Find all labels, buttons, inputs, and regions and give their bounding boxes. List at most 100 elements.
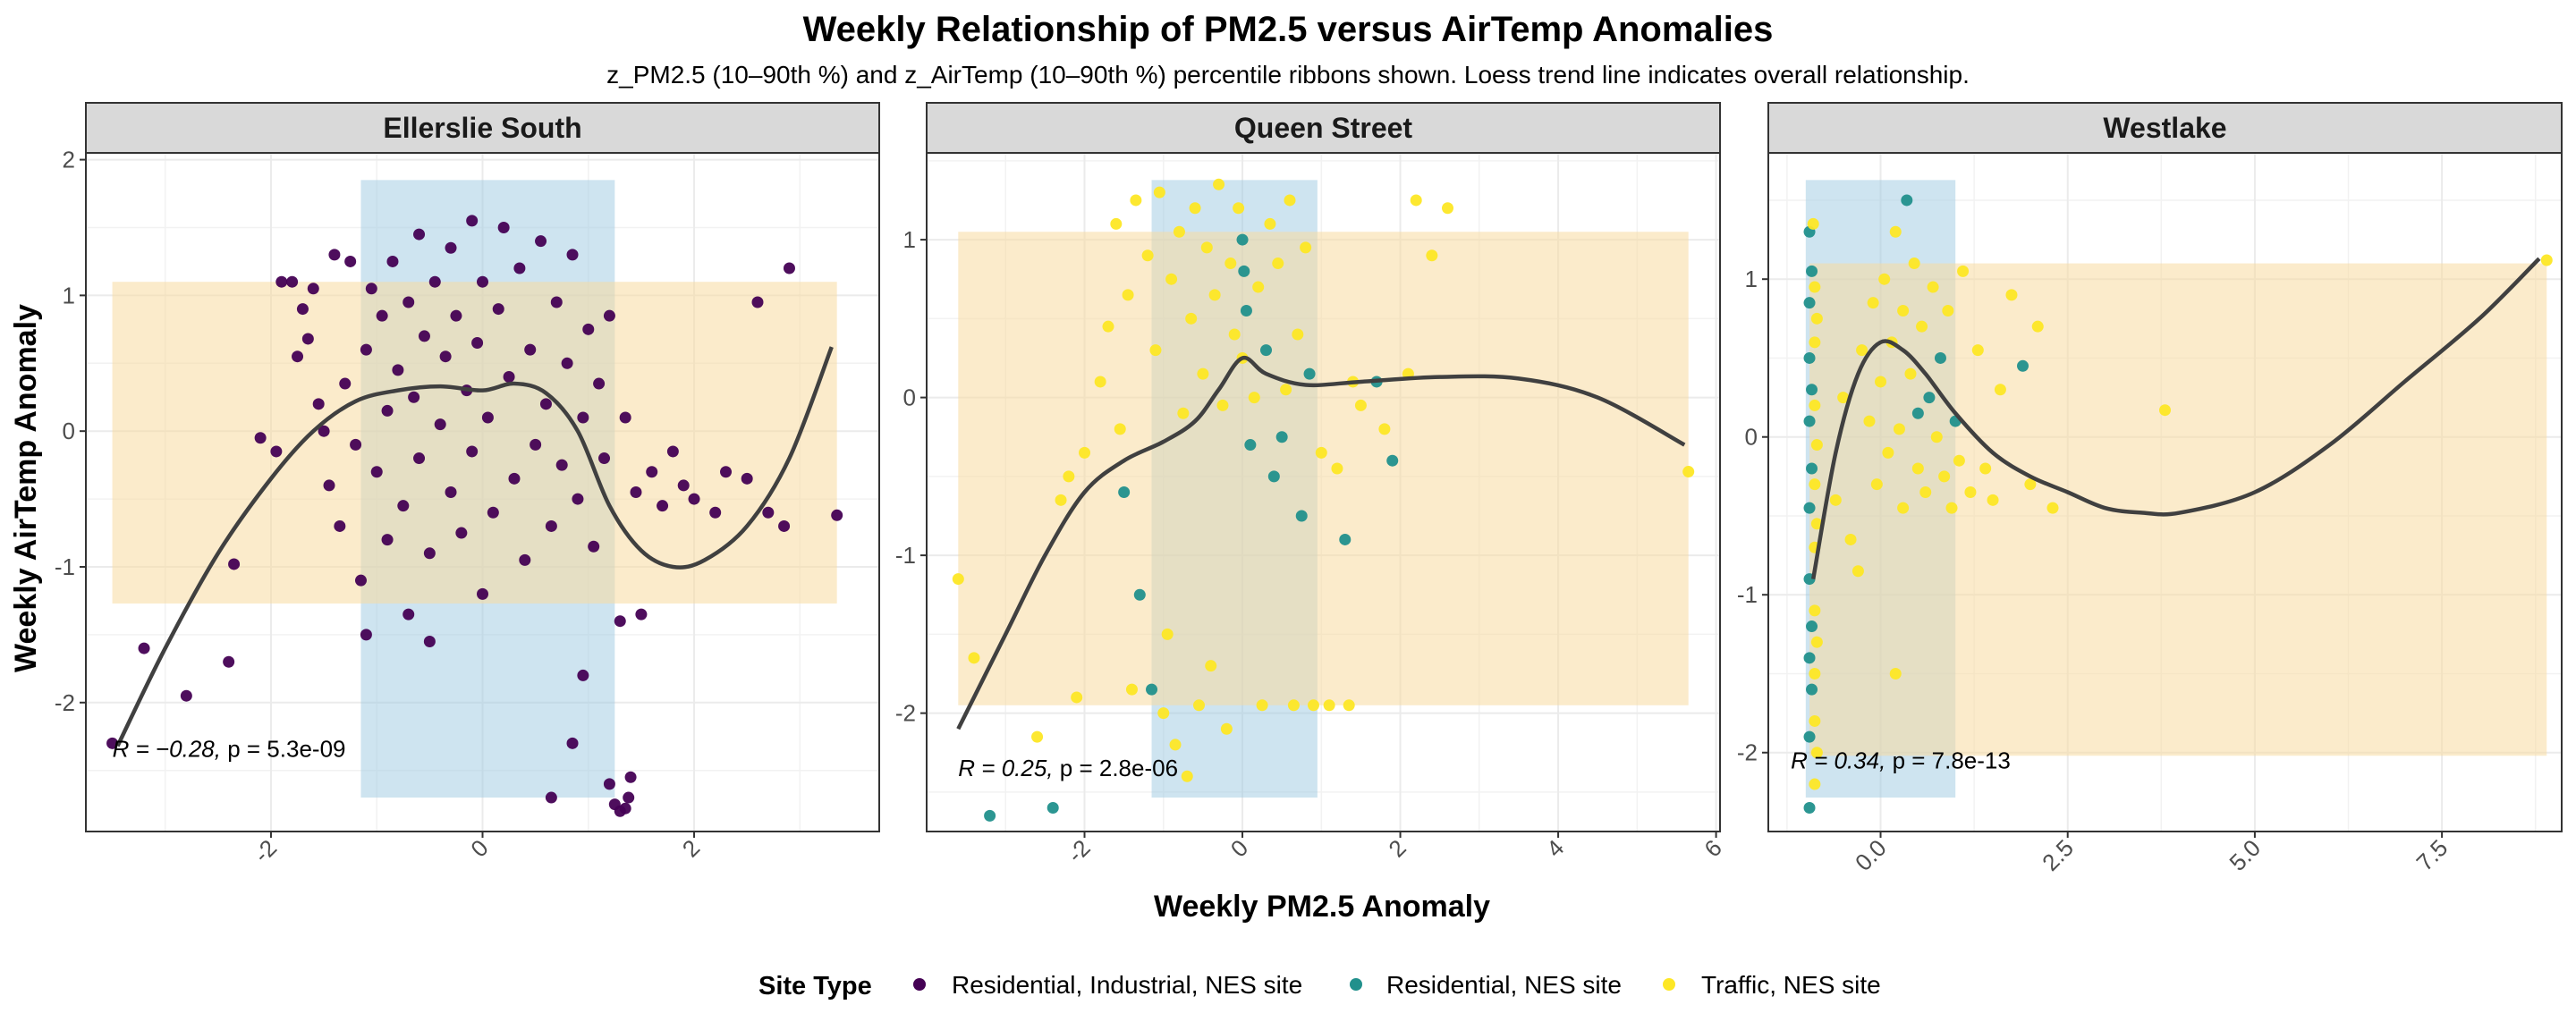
data-point (1130, 194, 1142, 207)
data-point (1264, 217, 1276, 230)
data-point (1916, 320, 1928, 333)
chart-subtitle: z_PM2.5 (10–90th %) and z_AirTemp (10–90… (606, 61, 1970, 89)
data-point (1810, 747, 1823, 759)
data-point (968, 652, 980, 664)
data-point (1875, 376, 1887, 388)
data-point (1240, 305, 1252, 317)
data-point (1339, 533, 1352, 545)
data-point (1153, 186, 1165, 198)
data-point (1295, 510, 1308, 522)
data-point (503, 370, 515, 383)
data-point (354, 574, 367, 587)
data-point (561, 357, 573, 369)
data-point (1331, 462, 1343, 475)
x-tick-label: 0 (1225, 834, 1253, 862)
data-point (1303, 367, 1316, 380)
data-point (1852, 565, 1864, 578)
data-point (1810, 636, 1823, 648)
data-point (513, 262, 526, 274)
data-point (1810, 312, 1823, 325)
data-point (831, 509, 843, 521)
correlation-annotation: R = −0.28, p = 5.3e-09 (113, 736, 346, 763)
data-point (376, 309, 388, 322)
data-point (1442, 202, 1454, 215)
data-point (624, 771, 637, 783)
y-tick-label: 0 (63, 418, 75, 444)
data-point (1272, 258, 1284, 270)
y-tick-label: -1 (1737, 581, 1758, 608)
data-point (408, 391, 420, 403)
facet-panels: R = −0.28, p = 5.3e-09 Ellerslie South -2 -… (55, 102, 2563, 876)
data-point (423, 635, 436, 647)
data-point (1177, 407, 1190, 419)
data-point (428, 275, 441, 288)
correlation-annotation: R = 0.25, p = 2.8e-06 (958, 755, 1178, 781)
data-point (1189, 202, 1201, 215)
data-point (254, 432, 267, 444)
data-point (450, 309, 462, 322)
data-point (1287, 699, 1300, 712)
data-point (312, 398, 325, 410)
data-point (318, 425, 330, 437)
data-point (1267, 470, 1280, 483)
data-point (572, 493, 584, 505)
data-point (1165, 273, 1178, 285)
data-point (1987, 494, 1999, 506)
data-point (1979, 462, 1992, 475)
x-tick-label: 0.0 (1850, 834, 1892, 876)
data-point (545, 791, 557, 804)
data-point (1125, 683, 1138, 696)
loess-trend-line (115, 346, 834, 747)
data-point (1114, 423, 1126, 435)
data-point (228, 558, 241, 570)
data-point (1957, 265, 1970, 277)
data-point (1904, 367, 1917, 380)
data-point (619, 802, 631, 815)
legend-key-traffic (1663, 978, 1675, 991)
y-axis-title: Weekly AirTemp Anomaly (9, 304, 43, 672)
data-point (1807, 217, 1819, 230)
data-point (555, 459, 568, 471)
data-point (1803, 297, 1816, 309)
data-point (593, 377, 606, 390)
data-point (720, 466, 733, 478)
data-point (1882, 446, 1894, 459)
data-point (1343, 699, 1355, 712)
data-point (1682, 466, 1695, 478)
x-tick-label: 6 (1699, 834, 1726, 862)
data-point (1870, 478, 1883, 491)
data-point (614, 615, 626, 628)
data-point (2540, 254, 2553, 266)
y-tick-label: 1 (1745, 266, 1758, 292)
data-point (1205, 660, 1217, 672)
data-point (1901, 194, 1913, 207)
data-point (434, 418, 446, 431)
data-point (223, 655, 235, 668)
y-tick-label: 0 (903, 384, 916, 411)
panel-queen-street: R = 0.25, p = 2.8e-06 Queen Street -2 -1 0 1 -… (895, 102, 1727, 868)
airtemp-percentile-ribbon (958, 232, 1689, 705)
y-tick-label: -1 (895, 542, 916, 569)
data-point (1911, 462, 1924, 475)
x-tick-label: -2 (249, 834, 283, 868)
data-point (1031, 730, 1044, 743)
data-point (1238, 265, 1250, 277)
data-point (1971, 344, 1984, 357)
data-point (1157, 707, 1170, 720)
y-tick-label: 0 (1745, 424, 1758, 451)
data-point (1803, 351, 1816, 364)
data-point (751, 296, 764, 308)
facet-strip (85, 102, 880, 154)
data-point (1275, 431, 1288, 443)
x-tick-label: 2.5 (2037, 834, 2079, 876)
y-tick-label: -2 (55, 689, 75, 716)
airtemp-percentile-ribbon (1809, 263, 2547, 756)
data-point (1809, 336, 1821, 349)
data-point (1806, 462, 1818, 475)
data-point (1063, 470, 1075, 483)
data-point (1810, 518, 1823, 530)
data-point (2024, 478, 2037, 491)
data-point (1200, 241, 1213, 254)
data-point (539, 398, 552, 410)
facet-strip-label: Ellerslie South (383, 112, 581, 144)
